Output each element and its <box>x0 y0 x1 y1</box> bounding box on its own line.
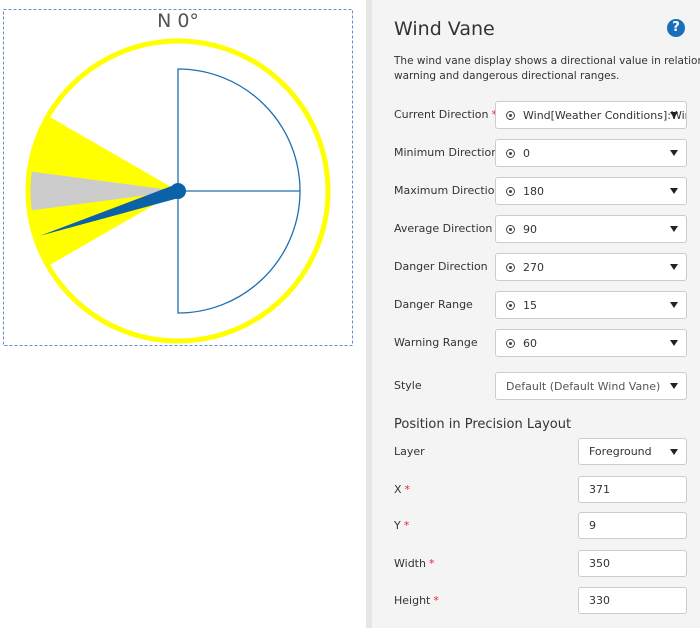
needle-hub <box>170 183 186 199</box>
field-label: Current Direction* <box>394 108 497 121</box>
dropdown-arrow <box>670 112 678 118</box>
field-label: Danger Direction <box>394 260 488 273</box>
text-input[interactable]: 371 <box>578 476 687 503</box>
dropdown[interactable]: 90 <box>495 215 687 243</box>
label-text: Danger Direction <box>394 260 488 273</box>
label-text: Current Direction <box>394 108 489 121</box>
section-title: Position in Precision Layout <box>394 417 572 432</box>
dropdown-value: 180 <box>523 184 544 198</box>
source-icon <box>506 110 515 120</box>
dropdown[interactable]: Foreground <box>578 438 687 465</box>
panel-title: Wind Vane <box>394 18 495 40</box>
label-text: Warning Range <box>394 336 478 349</box>
label-text: Average Direction <box>394 222 493 235</box>
source-icon <box>506 148 515 158</box>
dropdown-value: Wind[Weather Conditions]:Win <box>523 108 687 122</box>
dropdown-arrow <box>670 150 678 156</box>
dropdown-arrow <box>670 226 678 232</box>
source-icon <box>506 300 515 310</box>
dropdown-arrow <box>670 383 678 389</box>
field-label: Warning Range <box>394 336 478 349</box>
divider <box>366 0 372 628</box>
field-label: Y * <box>394 519 409 532</box>
required-mark: * <box>492 108 498 121</box>
required-mark: * <box>433 594 439 607</box>
input-value: 371 <box>589 483 610 496</box>
dropdown-value: 0 <box>523 146 530 160</box>
selection-box <box>3 9 353 346</box>
field-label: Width * <box>394 557 434 570</box>
label-text: Maximum Direction <box>394 184 502 197</box>
field-label: Maximum Direction <box>394 184 501 197</box>
required-mark: * <box>428 557 435 570</box>
dropdown[interactable]: Default (Default Wind Vane) <box>495 372 687 400</box>
input-value: 350 <box>589 557 610 570</box>
description: warning and dangerous directional ranges… <box>394 70 620 82</box>
dropdown-arrow <box>670 264 678 270</box>
field-label: Average Direction <box>394 222 492 235</box>
dropdown-arrow <box>670 448 678 455</box>
dropdown[interactable]: 15 <box>495 291 687 319</box>
field-label: Minimum Direction <box>394 146 498 159</box>
input-value: Foreground <box>589 445 652 458</box>
dropdown-value: Default (Default Wind Vane) <box>506 379 661 393</box>
dropdown-arrow <box>670 340 678 346</box>
properties-panel: Wind Vane? The wind vane display shows a … <box>372 0 700 628</box>
dropdown-value: 90 <box>523 222 537 236</box>
source-icon <box>506 262 515 272</box>
source-icon <box>506 224 515 234</box>
label-text: Width <box>394 557 426 570</box>
dropdown[interactable]: 60 <box>495 329 687 357</box>
dropdown-value: 60 <box>523 336 537 350</box>
needle <box>40 184 181 236</box>
description: The wind vane display shows a directiona… <box>394 55 700 67</box>
required-mark: * <box>403 519 410 532</box>
field-label: X * <box>394 483 410 496</box>
field-label: Style <box>394 379 422 392</box>
input-value: 330 <box>589 594 610 607</box>
label-text: Height <box>394 594 431 607</box>
dropdown-value: 15 <box>523 298 537 312</box>
input-value: 9 <box>589 519 596 532</box>
field-label: Layer <box>394 445 425 458</box>
required-mark: * <box>404 483 411 496</box>
dropdown[interactable]: 270 <box>495 253 687 281</box>
label-text: Layer <box>394 445 425 458</box>
label-text: X <box>394 483 402 496</box>
label-text: Minimum Direction <box>394 146 499 159</box>
text-input[interactable]: 350 <box>578 550 687 577</box>
help-button[interactable]: ? <box>667 19 685 37</box>
label-text: Danger Range <box>394 298 473 311</box>
outer-ring <box>25 38 331 344</box>
field-label: Height * <box>394 594 439 607</box>
label-text: Y <box>394 519 401 532</box>
source-icon <box>506 338 515 348</box>
text-input[interactable]: 9 <box>578 512 687 539</box>
dropdown[interactable]: 180 <box>495 177 687 205</box>
source-icon <box>506 186 515 196</box>
text-input[interactable]: 330 <box>578 587 687 614</box>
dropdown[interactable]: Wind[Weather Conditions]:Win <box>495 101 687 129</box>
field-label: Danger Range <box>394 298 473 311</box>
dropdown-arrow <box>670 302 678 308</box>
north-label: N 0° <box>157 10 199 32</box>
danger-range <box>30 171 178 211</box>
dropdown-value: 270 <box>523 260 544 274</box>
wind-vane[interactable]: N 0° <box>0 0 366 628</box>
label-text: Style <box>394 379 422 392</box>
dropdown-arrow <box>670 188 678 194</box>
dropdown[interactable]: 0 <box>495 139 687 167</box>
